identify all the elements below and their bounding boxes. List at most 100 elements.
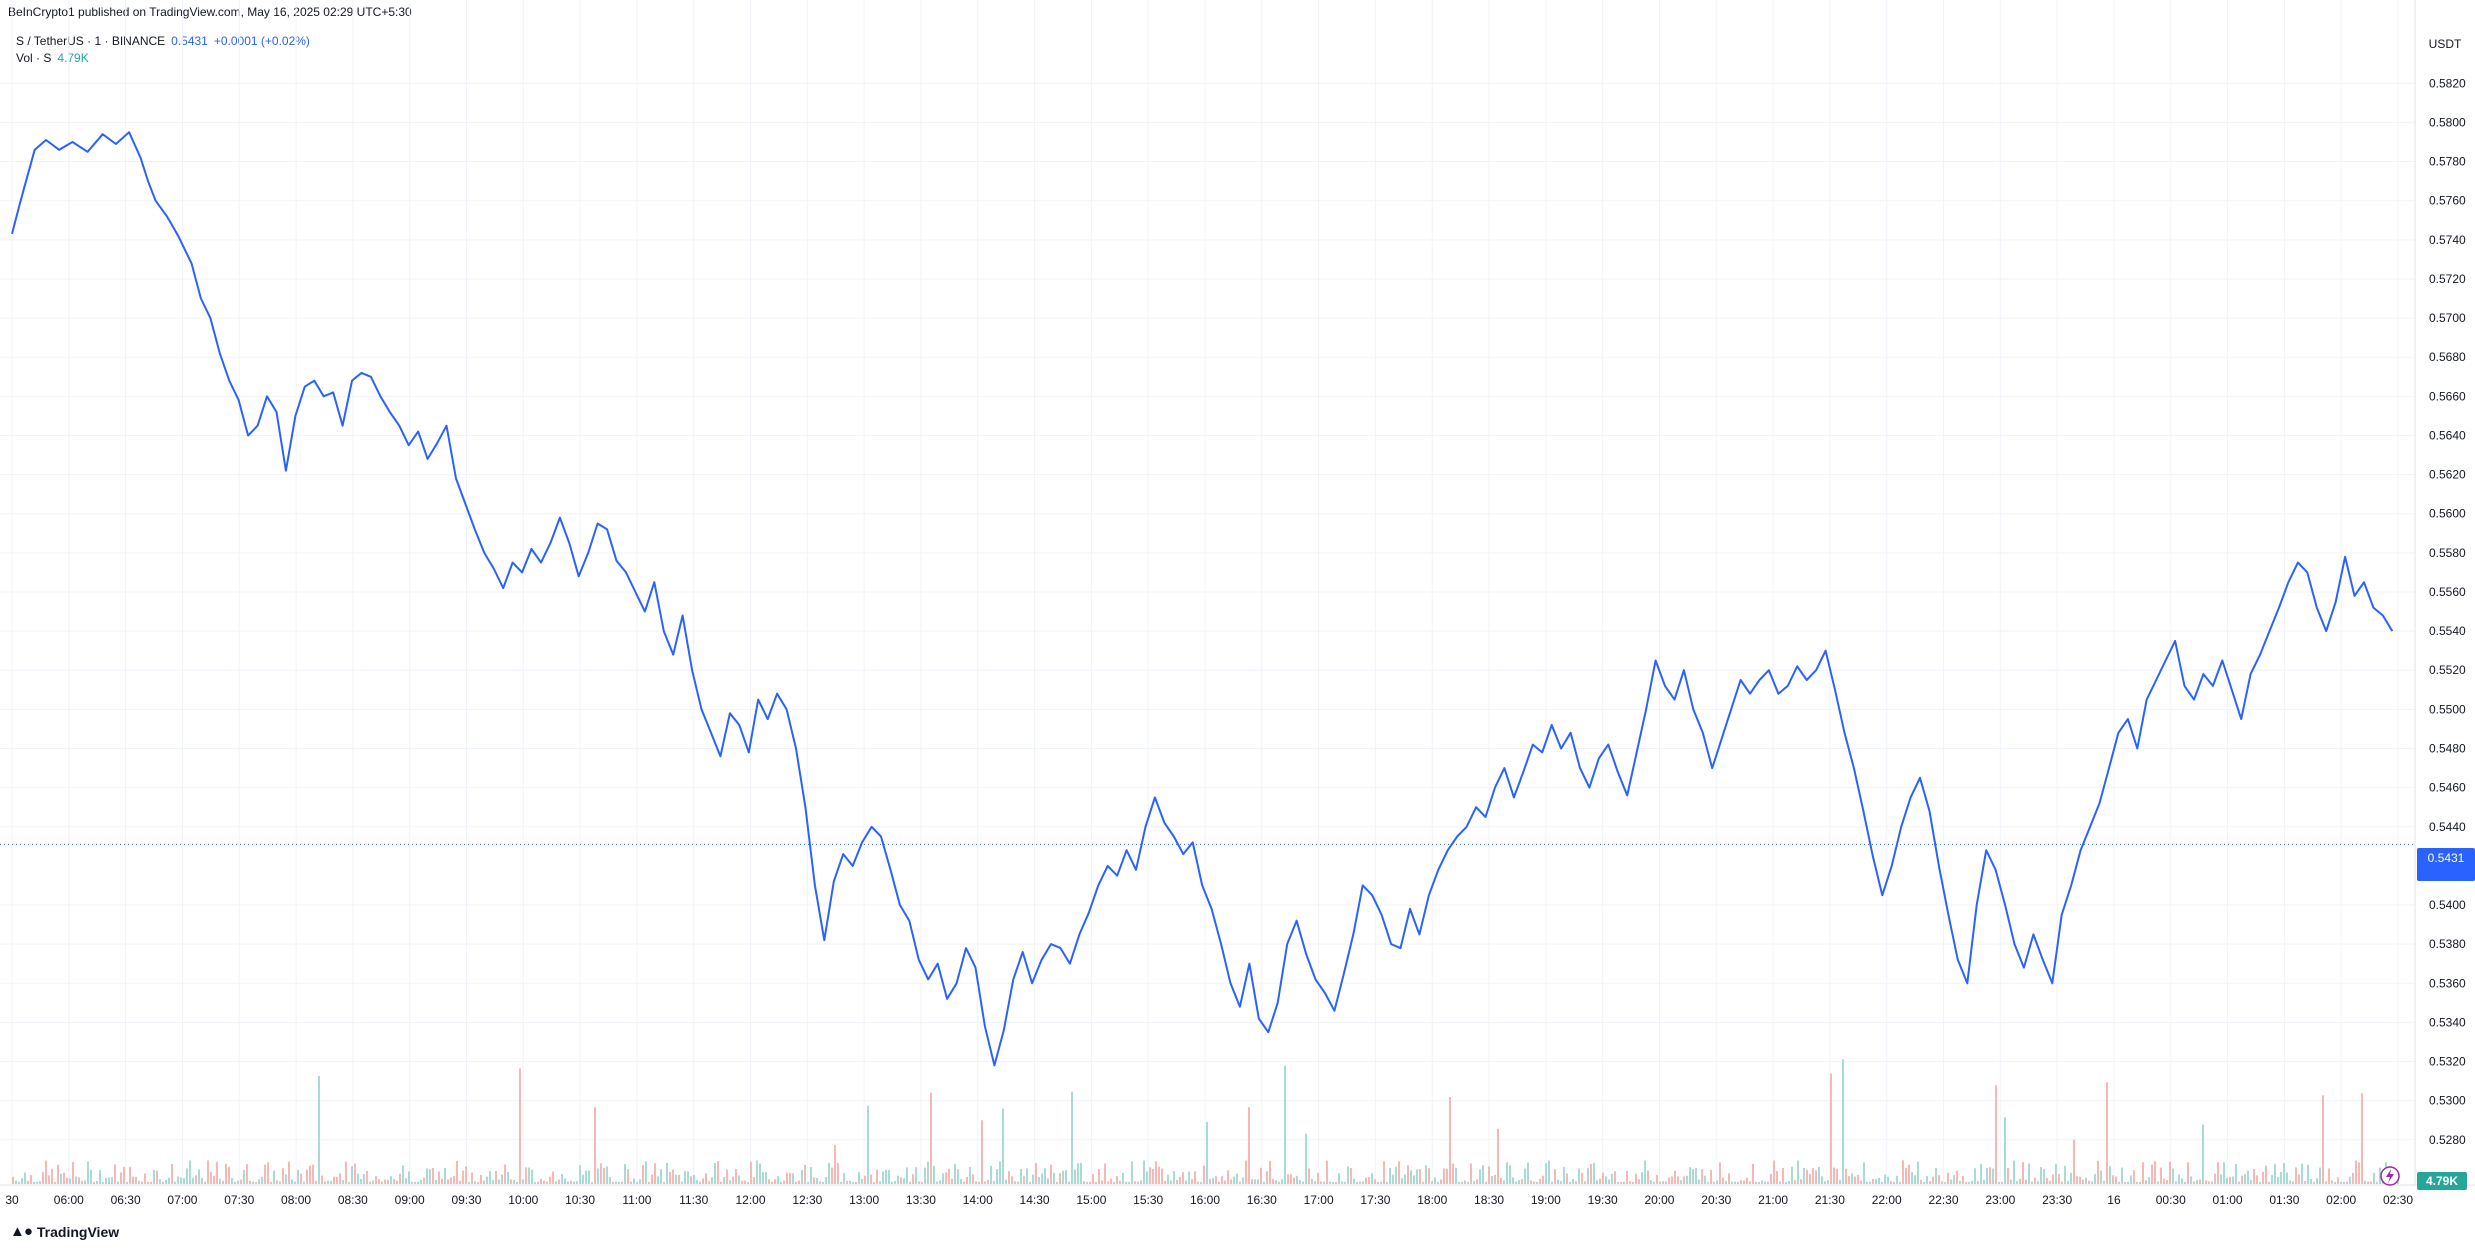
volume-bar (1440, 1179, 1442, 1184)
volume-bar (849, 1180, 851, 1184)
volume-bar (468, 1181, 470, 1184)
volume-bar (402, 1165, 404, 1184)
volume-bar (528, 1167, 530, 1184)
volume-bar (966, 1176, 968, 1184)
y-tick-label: 0.5640 (2429, 428, 2466, 442)
volume-bar (2079, 1176, 2081, 1184)
volume-bar (270, 1181, 272, 1184)
volume-bar (1692, 1169, 1694, 1184)
volume-bar (651, 1174, 653, 1184)
volume-bar (897, 1175, 899, 1184)
volume-bar (405, 1178, 407, 1184)
x-tick-label: 10:30 (565, 1193, 595, 1207)
volume-bar (363, 1174, 365, 1184)
volume-bar (1422, 1182, 1424, 1184)
volume-bar (1065, 1170, 1067, 1184)
volume-bar (864, 1175, 866, 1184)
volume-bar (2313, 1181, 2315, 1184)
volume-bar (1650, 1180, 1652, 1184)
volume-bar (2070, 1172, 2072, 1184)
volume-bar (312, 1164, 314, 1184)
lightning-icon[interactable] (2380, 1166, 2400, 1186)
volume-bar (2283, 1163, 2285, 1184)
volume-bar (2289, 1180, 2291, 1184)
volume-bar (1179, 1176, 1181, 1184)
volume-bar (1572, 1178, 1574, 1184)
volume-bar (675, 1174, 677, 1184)
volume-bar (1590, 1164, 1592, 1184)
volume-bar (1098, 1169, 1100, 1184)
volume-bar (822, 1181, 824, 1184)
volume-bar (1242, 1177, 1244, 1184)
volume-bar (729, 1180, 731, 1184)
volume-label[interactable]: Vol · S (16, 51, 52, 65)
volume-bar (1335, 1181, 1337, 1184)
volume-bar (423, 1177, 425, 1184)
volume-bar (396, 1180, 398, 1184)
volume-bar (1596, 1180, 1598, 1184)
volume-bar (63, 1172, 65, 1184)
volume-bar (912, 1174, 914, 1184)
volume-bar (549, 1176, 551, 1184)
volume-bar (1908, 1164, 1910, 1184)
volume-bar (51, 1168, 53, 1184)
volume-bar (465, 1166, 467, 1184)
volume-bar (798, 1180, 800, 1184)
volume-bar (1212, 1178, 1214, 1184)
symbol-label[interactable]: S / TetherUS · 1 · BINANCE (16, 34, 166, 48)
volume-bar (1071, 1091, 1073, 1184)
volume-bar (2346, 1181, 2348, 1184)
volume-bar (387, 1179, 389, 1184)
volume-bar (2349, 1176, 2351, 1184)
volume-bar (684, 1170, 686, 1184)
volume-bar (2139, 1181, 2141, 1184)
volume-bar (1050, 1164, 1052, 1184)
volume-bar (147, 1181, 149, 1184)
volume-bar (2370, 1181, 2372, 1184)
volume-bar (717, 1161, 719, 1184)
volume-bar (153, 1169, 155, 1184)
volume-bar (1503, 1180, 1505, 1184)
volume-bar (168, 1177, 170, 1184)
volume-bar (1974, 1168, 1976, 1184)
volume-bar (294, 1181, 296, 1184)
volume-bar (1824, 1181, 1826, 1184)
volume-bar (660, 1169, 662, 1184)
price-axis[interactable] (2415, 0, 2475, 1185)
volume-bar (1035, 1163, 1037, 1184)
volume-bar (2013, 1160, 2015, 1184)
volume-bar (1182, 1172, 1184, 1184)
volume-bar (12, 1176, 14, 1184)
currency-label[interactable]: USDT (2429, 37, 2462, 51)
volume-bar (348, 1181, 350, 1184)
volume-bar (1830, 1073, 1832, 1184)
volume-bar (978, 1181, 980, 1184)
volume-bar (801, 1170, 803, 1184)
volume-bar (1170, 1180, 1172, 1184)
volume-bar (1524, 1168, 1526, 1184)
y-tick-label: 0.5780 (2429, 155, 2466, 169)
volume-bar (2115, 1176, 2117, 1184)
time-axis[interactable]: 30 06:00 06:30 07:00 07:30 08:00 08:30 09:00 09:… (5, 1193, 2413, 1207)
volume-bar (2259, 1181, 2261, 1184)
volume-bar (1086, 1181, 1088, 1184)
volume-bar (2190, 1176, 2192, 1184)
tradingview-logo[interactable]: ▲● TradingView (10, 1223, 119, 1240)
volume-bar (984, 1181, 986, 1184)
volume-bar (1626, 1170, 1628, 1184)
volume-bar (1053, 1173, 1055, 1184)
volume-bar (2124, 1181, 2126, 1184)
volume-bar (1698, 1179, 1700, 1184)
volume-bar (2286, 1172, 2288, 1184)
x-tick-label: 16:00 (1190, 1193, 1220, 1207)
volume-bar (1482, 1165, 1484, 1184)
volume-bar (690, 1176, 692, 1184)
volume-bar (2268, 1181, 2270, 1184)
volume-bar (924, 1167, 926, 1184)
volume-bar (2238, 1181, 2240, 1184)
volume-bar (1383, 1161, 1385, 1184)
volume-bar (1296, 1175, 1298, 1184)
x-tick-label: 11:00 (622, 1193, 651, 1207)
volume-bar (351, 1166, 353, 1184)
